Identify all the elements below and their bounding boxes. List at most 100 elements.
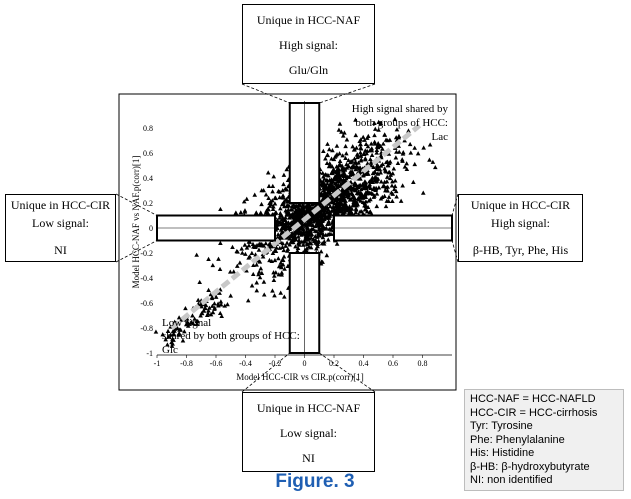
data-point <box>315 241 320 246</box>
data-point <box>354 145 359 150</box>
data-point <box>346 195 351 200</box>
data-point <box>265 170 271 175</box>
y-tick-label: 0.6 <box>143 149 153 158</box>
callout-connector <box>115 193 158 216</box>
data-point <box>268 244 273 249</box>
data-point <box>194 252 199 257</box>
legend-item: HCC-NAF = HCC-NAFLD <box>470 393 596 405</box>
data-point <box>206 308 211 313</box>
data-point <box>358 198 364 203</box>
x-tick-label: 0.6 <box>388 359 398 368</box>
data-point <box>331 207 336 212</box>
data-point <box>341 203 347 208</box>
data-point <box>354 200 360 205</box>
data-point <box>280 244 285 249</box>
data-point <box>368 141 374 146</box>
x-tick-label: 0.4 <box>359 359 369 368</box>
data-point <box>246 243 252 248</box>
legend-item: NI: non identified <box>470 474 553 486</box>
region-boxes <box>156 102 453 354</box>
annotation-line: shared by both groups of HCC: <box>162 330 300 342</box>
data-point <box>243 251 248 256</box>
data-point <box>330 148 335 153</box>
data-point <box>284 240 290 245</box>
data-point <box>286 210 292 215</box>
data-point <box>396 135 402 140</box>
data-point <box>341 196 347 201</box>
data-point <box>276 272 282 277</box>
data-point <box>427 157 432 162</box>
callout-bottom: Unique in HCC-NAF Low signal: NI <box>242 392 375 472</box>
data-point <box>339 167 345 172</box>
data-point <box>286 225 292 230</box>
data-point <box>331 156 337 162</box>
data-point <box>325 141 330 146</box>
data-point <box>358 150 363 155</box>
data-point <box>342 167 348 172</box>
data-point <box>170 341 175 346</box>
data-point <box>216 256 221 261</box>
data-point <box>263 241 269 246</box>
callout-connector <box>451 240 459 263</box>
data-point <box>347 205 353 210</box>
data-point <box>280 241 286 246</box>
data-point <box>394 149 399 154</box>
data-point <box>153 329 159 334</box>
data-point <box>372 174 378 179</box>
data-point <box>383 188 388 193</box>
data-point <box>340 153 346 158</box>
data-point <box>374 191 380 196</box>
data-point <box>374 147 380 153</box>
data-point <box>335 199 340 204</box>
data-point <box>337 197 342 202</box>
data-point <box>254 288 260 293</box>
data-point <box>280 216 285 221</box>
data-point <box>335 208 341 213</box>
data-point <box>296 234 301 239</box>
data-point <box>166 334 171 339</box>
data-point <box>362 179 368 184</box>
data-point <box>176 332 182 337</box>
data-point <box>363 141 369 147</box>
data-point <box>318 222 323 228</box>
data-point <box>347 185 353 190</box>
data-point <box>195 297 201 302</box>
data-point <box>270 189 275 194</box>
data-point <box>328 182 333 187</box>
data-point <box>349 169 355 174</box>
x-tick-label: 0.8 <box>418 359 428 368</box>
data-point <box>331 167 336 172</box>
x-tick-label: -1 <box>154 359 161 368</box>
data-point <box>279 270 285 275</box>
data-point <box>281 172 287 177</box>
data-point <box>280 188 286 193</box>
data-point <box>364 151 369 156</box>
data-point <box>412 161 418 167</box>
data-point <box>238 210 244 215</box>
x-tick-label: -0.8 <box>180 359 193 368</box>
data-point <box>353 209 359 215</box>
data-point <box>260 254 266 259</box>
data-point <box>322 190 328 196</box>
data-point <box>242 242 248 247</box>
data-point <box>249 250 255 255</box>
data-point <box>325 205 330 210</box>
data-point <box>261 292 267 297</box>
data-point <box>376 185 382 190</box>
data-point <box>231 269 237 274</box>
y-tick-label: -0.6 <box>140 299 153 308</box>
data-point <box>266 195 271 201</box>
data-point <box>271 273 277 278</box>
data-point <box>237 260 243 265</box>
data-point <box>198 313 203 318</box>
data-point <box>296 209 302 214</box>
data-point <box>313 237 319 242</box>
data-point <box>165 328 171 334</box>
data-point <box>272 293 277 298</box>
data-point <box>344 151 349 156</box>
data-point <box>268 199 273 204</box>
data-point <box>283 243 288 248</box>
data-point <box>343 143 348 149</box>
annotation-line: High signal shared by <box>352 103 449 115</box>
data-point <box>324 252 330 258</box>
